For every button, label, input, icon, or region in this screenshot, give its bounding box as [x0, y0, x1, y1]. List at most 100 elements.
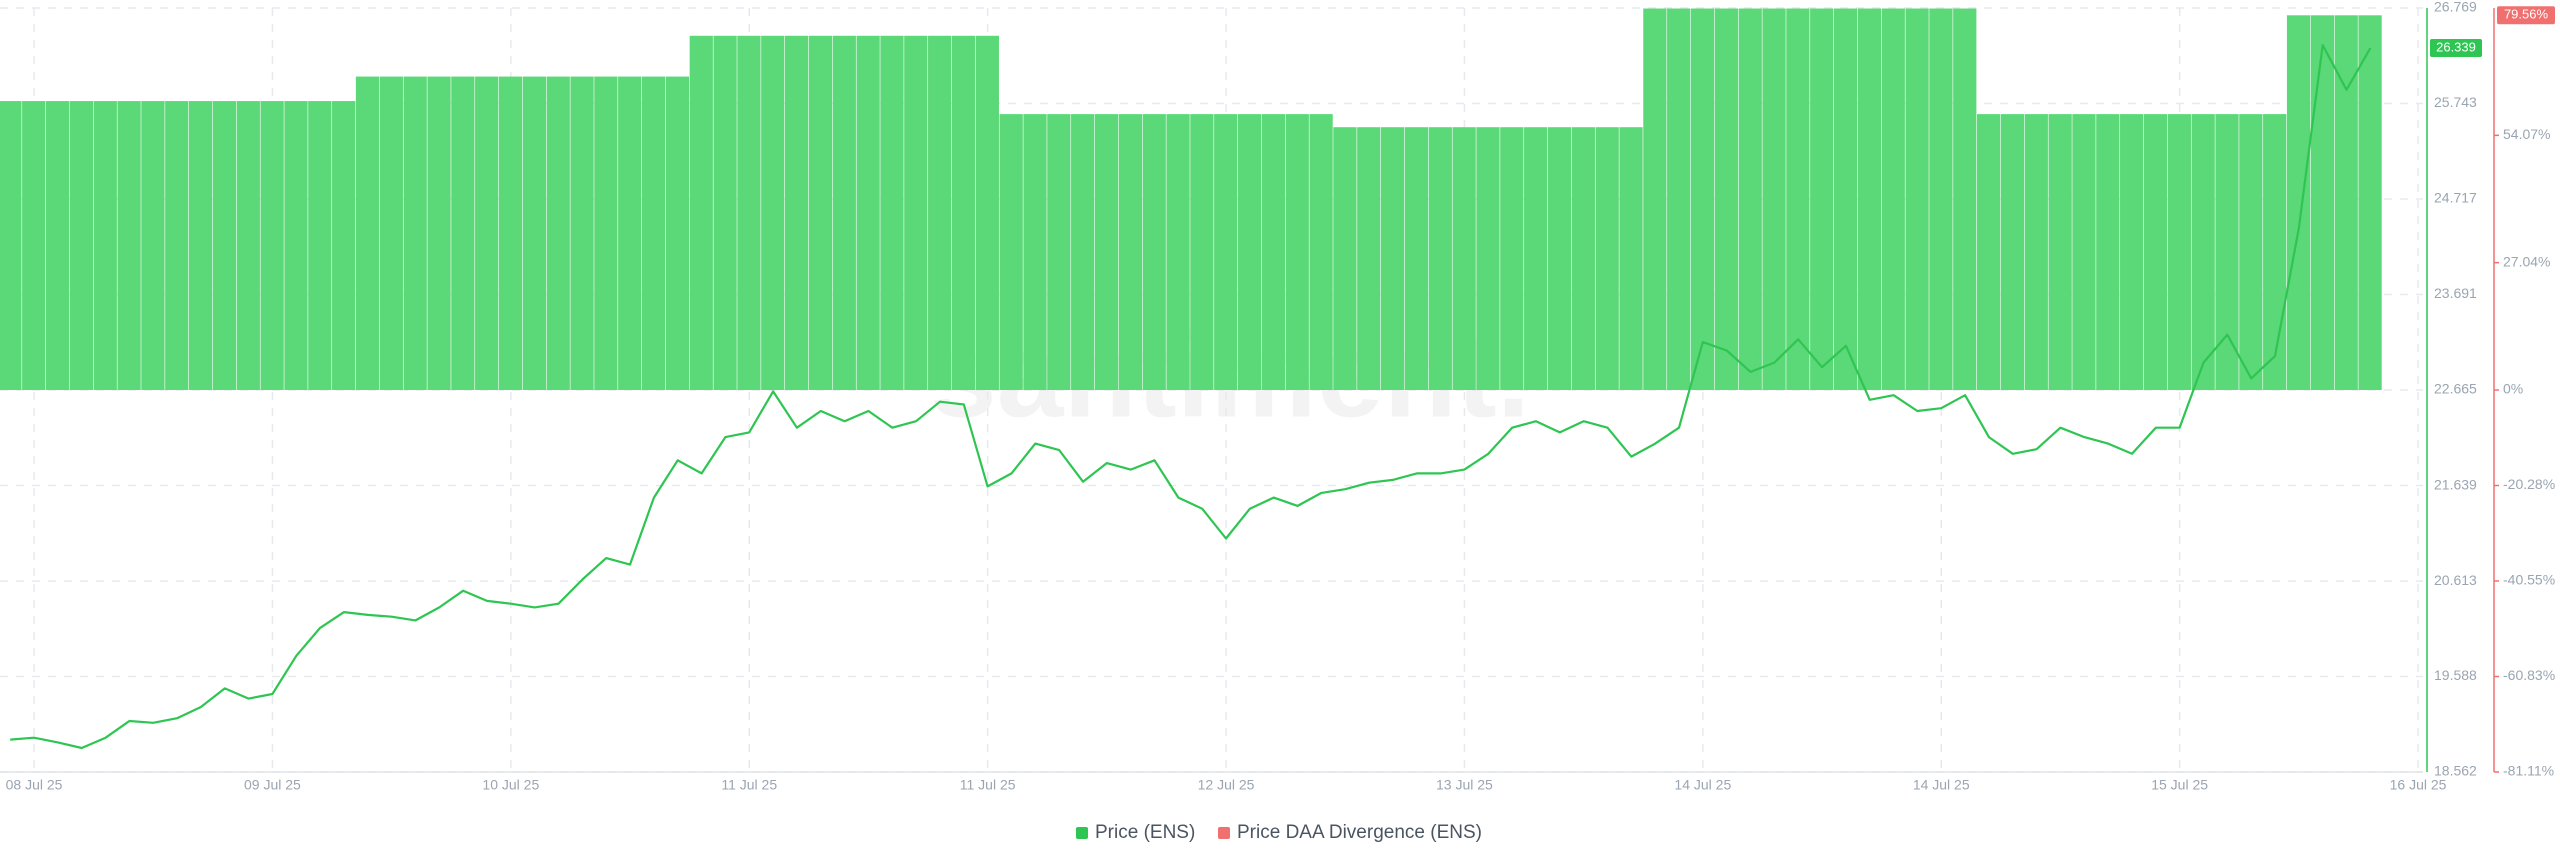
- bar: [236, 101, 260, 391]
- bar: [975, 35, 999, 390]
- bar: [904, 35, 928, 390]
- bar: [2191, 114, 2215, 391]
- x-tick-label: 15 Jul 25: [2151, 777, 2208, 793]
- y-tick-label: 18.562: [2434, 763, 2477, 779]
- bar: [45, 101, 70, 391]
- bar: [475, 76, 499, 390]
- bar: [713, 35, 737, 390]
- bar: [403, 76, 427, 390]
- bar: [808, 35, 833, 390]
- bar: [832, 35, 856, 390]
- bar: [2358, 15, 2382, 391]
- bar: [332, 101, 356, 391]
- bar: [2072, 114, 2096, 391]
- bar: [212, 101, 237, 391]
- y2-tick-label: -20.28%: [2503, 476, 2555, 492]
- value-badge: [2430, 39, 2482, 58]
- bar: [1786, 8, 1810, 390]
- y-tick-label: 20.613: [2434, 572, 2477, 588]
- y2-tick-label: 0%: [2503, 381, 2523, 397]
- bar: [1023, 114, 1047, 391]
- bar: [355, 76, 380, 390]
- price-line: [10, 44, 2372, 750]
- bar: [2096, 114, 2120, 391]
- bars: [0, 8, 2382, 391]
- bar: [737, 35, 761, 390]
- bar: [1500, 127, 1524, 391]
- bar: [1357, 127, 1381, 391]
- y-tick-label: 19.588: [2434, 667, 2477, 683]
- bar: [189, 101, 213, 391]
- bar: [379, 76, 403, 390]
- bar: [1905, 8, 1929, 390]
- bar: [1643, 8, 1667, 390]
- y-tick-label: 22.665: [2434, 381, 2477, 397]
- bar: [1857, 8, 1882, 390]
- bar: [498, 76, 523, 390]
- y2-tick-label: -81.11%: [2503, 763, 2554, 779]
- bar: [1881, 8, 1905, 390]
- bar: [1047, 114, 1071, 391]
- bar: [570, 76, 594, 390]
- value-label: 79.56%: [2504, 7, 2549, 22]
- bar: [1261, 114, 1286, 391]
- bar: [93, 101, 117, 391]
- bar: [1285, 114, 1309, 391]
- y2-tick-label: -60.83%: [2503, 667, 2555, 683]
- y2-tick-label: 27.04%: [2503, 253, 2550, 269]
- bar: [2048, 114, 2072, 391]
- legend-label: Price (ENS): [1095, 822, 1195, 843]
- bar: [1142, 114, 1166, 391]
- value-label: 26.339: [2436, 39, 2476, 54]
- y2-tick-label: -40.55%: [2503, 572, 2555, 588]
- bar: [2024, 114, 2048, 391]
- bar: [665, 76, 690, 390]
- x-tick-label: 09 Jul 25: [244, 777, 301, 793]
- bar: [1381, 127, 1405, 391]
- legend-swatch: [1218, 827, 1230, 839]
- bar: [2239, 114, 2263, 391]
- bar: [1667, 8, 1691, 390]
- bar: [1094, 114, 1119, 391]
- bar: [522, 76, 546, 390]
- x-tick-label: 11 Jul 25: [960, 777, 1016, 793]
- bar: [1762, 8, 1786, 390]
- bar: [1833, 8, 1858, 390]
- bar: [761, 35, 785, 390]
- bar: [141, 101, 165, 391]
- bar: [260, 101, 284, 391]
- bar: [1738, 8, 1762, 390]
- bar: [689, 35, 713, 390]
- x-tick-label: 08 Jul 25: [6, 777, 63, 793]
- bar: [1237, 114, 1262, 391]
- bar: [999, 114, 1023, 391]
- lines: [10, 44, 2372, 750]
- bar: [2263, 114, 2287, 391]
- bar: [618, 76, 642, 390]
- bar: [1190, 114, 1214, 391]
- bar: [1619, 127, 1643, 391]
- bar: [2120, 114, 2144, 391]
- bar: [1953, 8, 1977, 390]
- bar: [785, 35, 809, 390]
- y-tick-label: 25.743: [2434, 94, 2477, 110]
- bar: [2310, 15, 2334, 391]
- x-tick-label: 10 Jul 25: [482, 777, 539, 793]
- x-tick-label: 11 Jul 25: [721, 777, 777, 793]
- bar: [1452, 127, 1476, 391]
- bar: [22, 101, 46, 391]
- value-badge: [2497, 6, 2555, 25]
- bar: [594, 76, 618, 390]
- bar: [308, 101, 332, 391]
- y2-tick-label: 54.07%: [2503, 126, 2550, 142]
- bar: [2143, 114, 2168, 391]
- bar: [284, 101, 308, 391]
- bar: [1524, 127, 1548, 391]
- axes: 18.562 19.588 20.613 21.639 22.665 23.691 24.7…: [0, 0, 2555, 843]
- bar: [1333, 127, 1357, 391]
- bar: [880, 35, 904, 390]
- legend-label: Price DAA Divergence (ENS): [1237, 822, 1482, 843]
- bar: [1309, 114, 1333, 391]
- bar: [427, 76, 451, 390]
